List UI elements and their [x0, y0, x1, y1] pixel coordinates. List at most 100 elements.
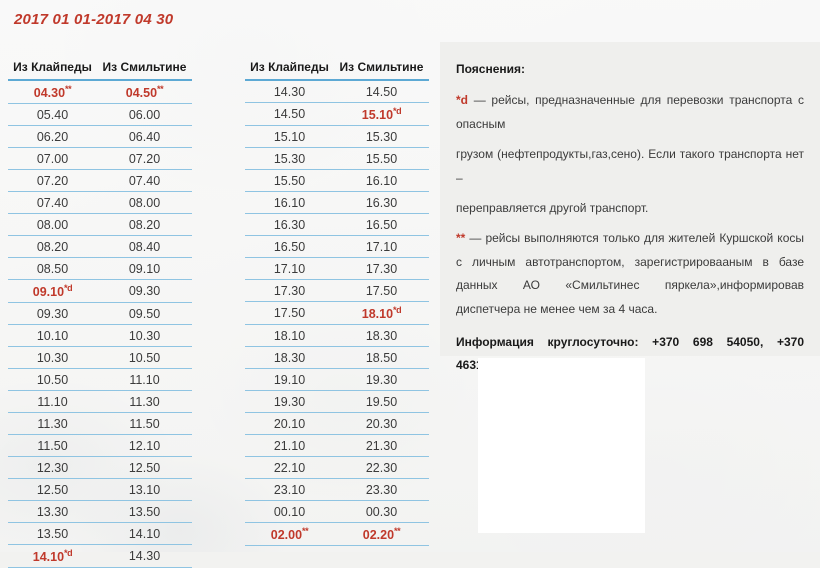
departure-time-left: 17.10 [245, 257, 335, 281]
table-row: 11.50 12.10 [8, 434, 192, 458]
departure-time-left: 19.10 [245, 368, 335, 392]
departure-time-left: 05.40 [8, 103, 98, 127]
table-row: 08.00 08.20 [8, 213, 192, 237]
column-header-from-klaipeda: Из Клайпеды [8, 58, 98, 81]
table-row: 19.10 19.30 [245, 368, 429, 392]
departure-time-right: 06.40 [97, 125, 192, 149]
departure-time-left: 09.30 [8, 302, 98, 326]
schedule-table-morning-body: 04.30** 04.50** 05.40 06.00 06.20 06.40 07.00 0… [8, 80, 192, 568]
departure-time-left: 10.50 [8, 368, 98, 392]
table-row: 13.50 14.10 [8, 522, 192, 546]
table-row: 16.50 17.10 [245, 235, 429, 259]
departure-time-left: 07.20 [8, 169, 98, 193]
table-row: 12.30 12.50 [8, 456, 192, 480]
table-row: 05.40 06.00 [8, 103, 192, 127]
column-header-from-smiltyne: Из Смильтине [334, 58, 429, 81]
departure-time-right: 11.10 [97, 368, 192, 392]
column-header-from-klaipeda: Из Клайпеды [245, 58, 335, 81]
departure-time-left: 07.00 [8, 147, 98, 171]
departure-time-left: 19.30 [245, 390, 335, 414]
table-row: 15.10 15.30 [245, 125, 429, 149]
notes-heading: Пояснения: [456, 62, 526, 76]
time-marker: *d [64, 283, 73, 294]
time-marker: ** [157, 84, 164, 94]
table-row: 17.50 18.10*d [245, 301, 429, 326]
departure-time-right: 09.50 [97, 302, 192, 326]
table-row: 08.50 09.10 [8, 257, 192, 281]
schedule-table-afternoon: Из Клайпеды Из Смильтине 14.30 14.50 14.50… [245, 58, 429, 547]
table-row: 17.10 17.30 [245, 257, 429, 281]
departure-time-left: 08.50 [8, 257, 98, 281]
table-row: 12.50 13.10 [8, 478, 192, 502]
table-row: 09.30 09.50 [8, 302, 192, 326]
note-residents-only: ** — рейсы выполняются только для жителе… [456, 227, 804, 321]
departure-time-right: 11.50 [97, 412, 192, 436]
departure-time-right: 04.50** [97, 80, 192, 105]
table-row: 21.10 21.30 [245, 434, 429, 458]
departure-time-left: 22.10 [245, 456, 335, 480]
departure-time-left: 07.40 [8, 191, 98, 215]
departure-time-left: 15.10 [245, 125, 335, 149]
time-marker: ** [394, 526, 401, 537]
departure-time-left: 11.50 [8, 434, 98, 458]
departure-time-left: 11.30 [8, 412, 98, 436]
table-row: 16.10 16.30 [245, 191, 429, 215]
table-row: 15.30 15.50 [245, 147, 429, 171]
table-row: 07.40 08.00 [8, 191, 192, 215]
departure-time-right: 08.00 [97, 191, 192, 215]
departure-time-left: 14.30 [245, 80, 335, 103]
departure-time-left: 18.10 [245, 324, 335, 348]
departure-time-left: 23.10 [245, 478, 335, 502]
departure-time-right: 18.10*d [334, 301, 429, 326]
departure-time-left: 11.10 [8, 390, 98, 414]
departure-time-left: 13.50 [8, 522, 98, 546]
table-row: 23.10 23.30 [245, 478, 429, 502]
departure-time-right: 19.50 [334, 390, 429, 414]
note-marker-d: *d [456, 93, 468, 108]
departure-time-right: 17.30 [334, 257, 429, 281]
note-dangerous-cargo-line-3: переправляется другой транспорт. [456, 200, 649, 215]
table-row: 00.10 00.30 [245, 500, 429, 524]
departure-time-right: 09.30 [97, 279, 192, 304]
departure-time-left: 16.10 [245, 191, 335, 215]
departure-time-left: 17.30 [245, 279, 335, 303]
time-marker: ** [65, 84, 72, 94]
departure-time-right: 19.30 [334, 368, 429, 392]
time-marker: *d [393, 305, 402, 316]
departure-time-right: 09.10 [97, 257, 192, 281]
departure-time-right: 14.30 [97, 544, 192, 568]
table-header-row: Из Клайпеды Из Смильтине [8, 58, 192, 81]
departure-time-left: 10.10 [8, 324, 98, 348]
departure-time-right: 10.50 [97, 346, 192, 370]
departure-time-left: 09.10*d [8, 279, 98, 304]
departure-time-left: 14.10*d [8, 544, 98, 568]
departure-time-left: 20.10 [245, 412, 335, 436]
departure-time-right: 13.50 [97, 500, 192, 524]
departure-time-right: 08.20 [97, 213, 192, 237]
departure-time-right: 15.30 [334, 125, 429, 149]
time-marker: ** [302, 526, 309, 537]
departure-time-left: 12.50 [8, 478, 98, 502]
departure-time-left: 10.30 [8, 346, 98, 370]
departure-time-right: 11.30 [97, 390, 192, 414]
time-marker: *d [64, 548, 73, 559]
table-row: 18.10 18.30 [245, 324, 429, 348]
table-row: 06.20 06.40 [8, 125, 192, 149]
departure-time-right: 07.20 [97, 147, 192, 171]
departure-time-right: 18.30 [334, 324, 429, 348]
departure-time-left: 04.30** [8, 80, 98, 105]
table-row: 07.20 07.40 [8, 169, 192, 193]
departure-time-right: 18.50 [334, 346, 429, 370]
departure-time-left: 02.00** [245, 522, 335, 547]
table-row: 10.10 10.30 [8, 324, 192, 348]
time-marker: *d [393, 106, 402, 116]
departure-time-left: 08.20 [8, 235, 98, 259]
departure-time-left: 16.50 [245, 235, 335, 259]
departure-time-right: 00.30 [334, 500, 429, 524]
departure-time-right: 20.30 [334, 412, 429, 436]
schedule-table-afternoon-body: 14.30 14.50 14.50 15.10*d 15.10 15.30 15.30 15.… [245, 80, 429, 547]
table-row: 18.30 18.50 [245, 346, 429, 370]
departure-time-right: 15.10*d [334, 102, 429, 127]
departure-time-right: 23.30 [334, 478, 429, 502]
table-row: 10.50 11.10 [8, 368, 192, 392]
